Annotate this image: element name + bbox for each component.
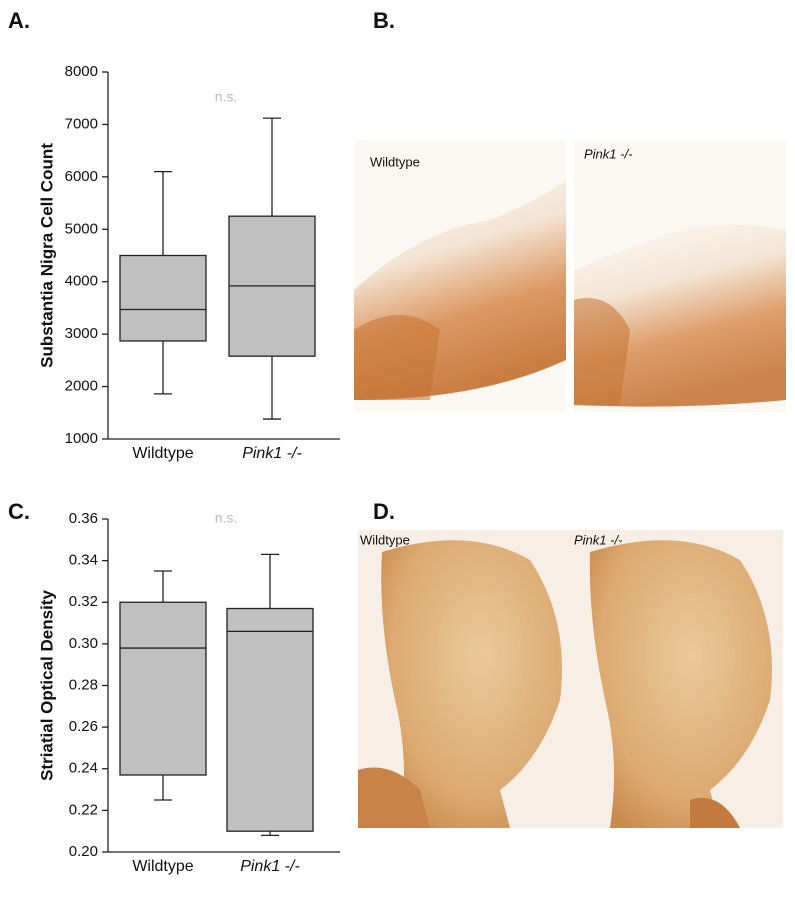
y-axis-label: Striatial Optical Density [37,590,56,781]
annotation: n.s. [215,89,238,105]
image-label: Pink1 -/- [584,146,633,161]
y-tick-label: 2000 [65,378,98,395]
x-tick-label: Pink1 -/- [240,858,300,875]
y-tick-label: 0.36 [69,510,98,527]
x-tick-label: Wildtype [132,445,193,462]
y-tick-label: 0.26 [69,718,98,735]
micrograph-d-left [358,530,568,828]
y-tick-label: 0.20 [69,843,98,860]
panel-label: B. [373,8,395,33]
x-tick-label: Pink1 -/- [242,445,302,462]
image-label: Wildtype [360,532,410,547]
box [226,607,314,832]
y-tick-label: 0.32 [69,593,98,610]
y-axis-label: Substantia Nigra Cell Count [37,143,56,368]
box [119,601,207,776]
y-tick-label: 5000 [65,220,98,237]
micrograph-d-right [567,530,783,828]
y-tick-label: 0.30 [69,635,98,652]
image-label: Pink1 -/- [574,532,623,547]
y-tick-label: 0.22 [69,801,98,818]
micrograph-b-left [354,140,566,412]
annotation: n.s. [215,510,238,526]
y-tick-label: 1000 [65,430,98,447]
y-tick-label: 0.28 [69,676,98,693]
y-tick-label: 6000 [65,168,98,185]
image-label: Wildtype [370,154,420,169]
panel-label: C. [8,499,30,524]
y-tick-label: 0.34 [69,552,98,569]
y-tick-label: 7000 [65,115,98,132]
panel-label: D. [373,499,395,524]
x-tick-label: Wildtype [132,858,193,875]
micrograph-b-right [574,140,786,412]
panel-label: A. [8,8,30,33]
box [119,254,207,342]
y-tick-label: 0.24 [69,760,98,777]
y-tick-label: 8000 [65,63,98,80]
y-tick-label: 4000 [65,273,98,290]
y-tick-label: 3000 [65,325,98,342]
